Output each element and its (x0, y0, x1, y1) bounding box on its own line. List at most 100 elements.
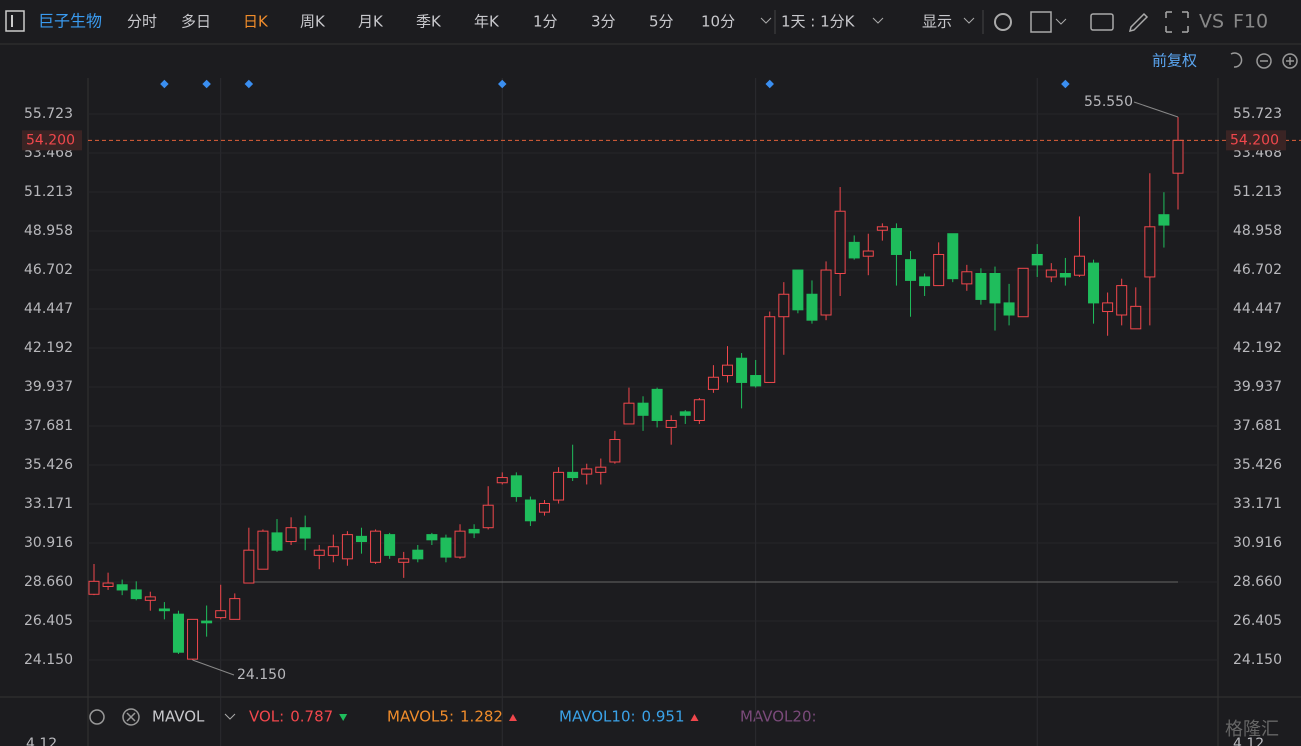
candle-body (285, 527, 297, 543)
y-tick-label: 26.405 (24, 613, 73, 629)
candle-body (201, 620, 213, 624)
candle-body (834, 210, 846, 274)
indicator-label: MAVOL5: (387, 708, 454, 726)
trend-up (690, 714, 699, 721)
event-marker[interactable] (160, 79, 169, 89)
candle-body (651, 388, 663, 421)
candle-body (890, 228, 902, 255)
y-tick-label: 39.937 (24, 379, 73, 395)
y-tick-label: 46.702 (24, 262, 73, 278)
y-tick-label-right: 46.702 (1233, 262, 1282, 278)
candle-body (412, 549, 424, 560)
candle-body (187, 618, 199, 660)
tab[interactable]: 年K (474, 13, 500, 31)
tab[interactable]: 1分 (533, 13, 558, 31)
last-price-box (1226, 130, 1286, 151)
candle-body (257, 530, 269, 570)
candle-body (933, 253, 945, 287)
tab[interactable]: 3分 (591, 13, 616, 31)
event-marker[interactable] (498, 79, 507, 89)
sidebar-toggle[interactable] (5, 10, 25, 32)
max-leader (1133, 101, 1179, 118)
dropdown-icon (963, 17, 975, 24)
indicator-name[interactable]: MAVOL (152, 708, 205, 726)
indicator-label: MAVOL20: (740, 708, 817, 726)
y-tick-label: 37.681 (24, 418, 73, 434)
y-tick-label-right: 51.213 (1233, 184, 1282, 200)
candle-body (806, 293, 818, 321)
period-select[interactable]: 1天 : 1分K (781, 13, 856, 31)
trend-down (339, 714, 348, 721)
candle-body (1003, 302, 1015, 316)
dropdown-icon (1055, 18, 1067, 25)
indicator-close[interactable] (122, 708, 140, 726)
y-tick-label: 28.660 (24, 574, 73, 590)
candle-body (581, 468, 593, 475)
candle-body (496, 477, 508, 484)
tab[interactable]: 5分 (649, 13, 674, 31)
candle-body (876, 226, 888, 231)
y-tick-label: 48.958 (24, 223, 73, 239)
volume-tick-right: 4.12 (1233, 736, 1264, 746)
camera-icon[interactable] (1090, 13, 1114, 31)
display-button[interactable]: 显示 (922, 13, 952, 31)
candle-body (707, 376, 719, 390)
event-marker[interactable] (244, 79, 254, 89)
candle-body (989, 272, 1001, 304)
candle-body (243, 549, 255, 584)
stock-name[interactable]: 巨子生物 (38, 12, 102, 31)
y-tick-label-right: 37.681 (1233, 418, 1282, 434)
candle-body (1172, 139, 1184, 174)
candle-body (679, 411, 691, 416)
candle-body (595, 466, 607, 473)
indicator-value: 0.951 (642, 708, 685, 726)
settings-icon[interactable] (994, 13, 1012, 31)
last-price-box (22, 130, 82, 151)
tab[interactable]: 周K (300, 13, 326, 31)
indicator-label: VOL: (249, 708, 284, 726)
tab[interactable]: 10分 (701, 13, 735, 31)
zoom-out[interactable] (1256, 53, 1272, 69)
candle-body (158, 608, 170, 612)
event-marker[interactable] (202, 79, 211, 89)
candle-body (271, 532, 283, 551)
candle-body (130, 589, 142, 600)
y-tick-label-right: 30.916 (1233, 535, 1282, 551)
tab[interactable]: 日K (243, 13, 269, 31)
candle-body (341, 534, 353, 560)
y-tick-label-right: 42.192 (1233, 340, 1282, 356)
max-label: 55.550 (1084, 94, 1133, 110)
candle-body (553, 471, 565, 501)
fullscreen-icon[interactable] (1165, 11, 1189, 33)
candle-body (468, 528, 480, 534)
zoom-in[interactable] (1282, 53, 1298, 69)
color-icon[interactable] (1030, 11, 1052, 33)
candle-body (215, 610, 227, 619)
candle-body (750, 375, 762, 387)
indicator-value: 0.787 (290, 708, 333, 726)
y-tick-label: 44.447 (24, 301, 73, 317)
f10-button[interactable]: F10 (1233, 11, 1268, 33)
y-tick-label: 35.426 (24, 457, 73, 473)
tab[interactable]: 月K (358, 13, 384, 31)
tab[interactable]: 季K (416, 13, 442, 31)
indicator-settings[interactable] (89, 709, 105, 725)
adjust-select[interactable]: 前复权 (1152, 52, 1197, 70)
draw-icon[interactable] (1128, 12, 1149, 33)
last-price-label: 54.200 (1230, 132, 1279, 148)
candle-body (524, 499, 536, 522)
tab[interactable]: 多日 (181, 13, 211, 31)
vs-button[interactable]: VS (1199, 11, 1224, 33)
tab[interactable]: 分时 (127, 13, 157, 31)
candle-body (848, 241, 860, 259)
candle-body (384, 534, 396, 556)
y-tick-label: 55.723 (24, 106, 73, 122)
reset-icon[interactable] (1230, 52, 1243, 68)
candle-body (665, 419, 677, 428)
candle-body (919, 276, 931, 287)
candle-body (1045, 269, 1057, 278)
candle-body (764, 316, 776, 383)
dropdown-icon (224, 713, 236, 720)
candle-body (567, 471, 579, 479)
candle-body (623, 402, 635, 425)
